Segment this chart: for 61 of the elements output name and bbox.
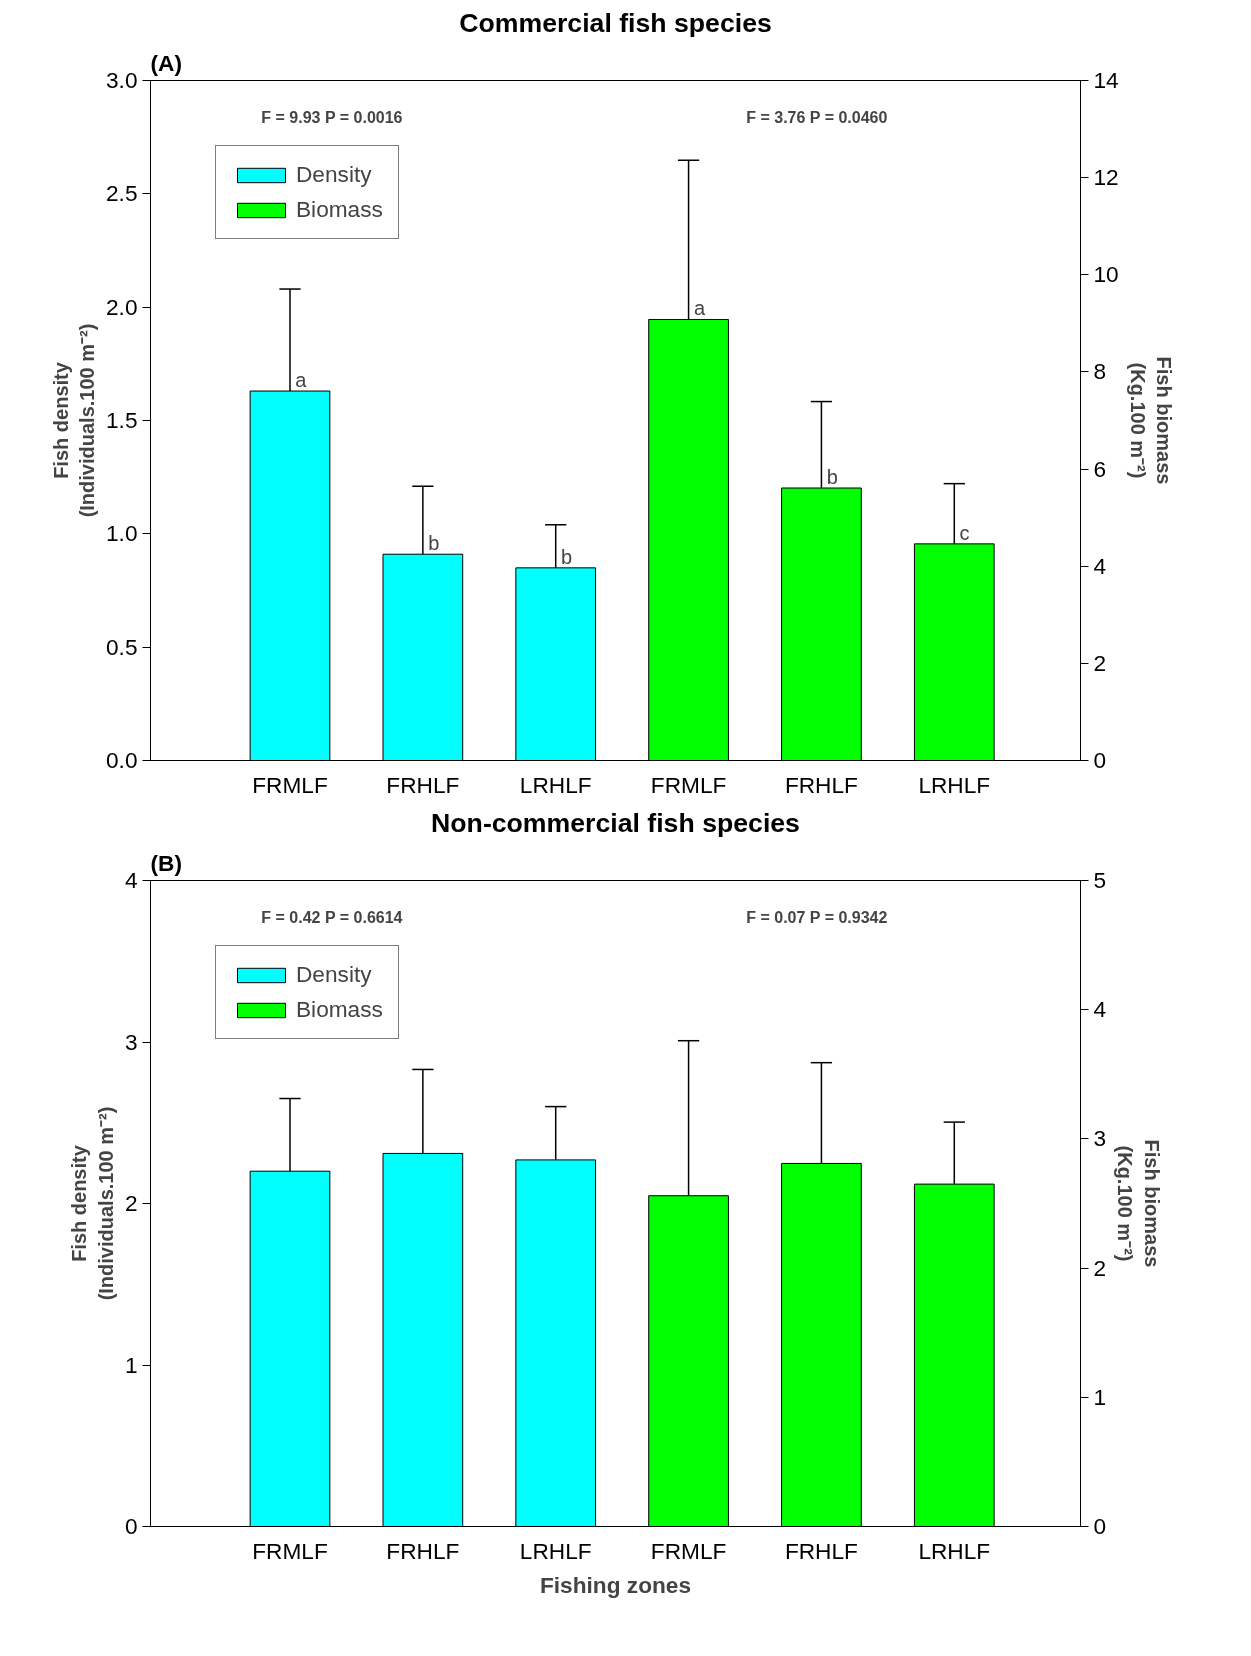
x-tick-label: FRMLF <box>650 1537 727 1564</box>
y-axis-title: Fish density (Individuals.100 m⁻²) <box>49 323 98 518</box>
data-label: b <box>561 545 573 568</box>
y-tick-label: 2.0 <box>106 293 138 320</box>
y-tick-label: 3 <box>124 1028 138 1055</box>
y-axis-title: Fish density (Individuals.100 m⁻²) <box>68 1106 117 1301</box>
y2-tick-label: 5 <box>1093 867 1107 893</box>
x-tick-label: FRHLF <box>784 1537 858 1564</box>
y2-tick-label: 14 <box>1093 67 1119 93</box>
y-tick-label: 2.5 <box>106 180 138 207</box>
y2-tick-label: 1 <box>1093 1383 1107 1410</box>
y-tick-label: 1.5 <box>106 407 138 433</box>
annotation: F = 9.93 P = 0.0016 <box>261 108 403 126</box>
x-tick-label: LRHLF <box>519 771 592 798</box>
y2-tick-label: 4 <box>1093 996 1107 1023</box>
annotation: F = 0.42 P = 0.6614 <box>261 908 403 926</box>
x-tick-label: FRMLF <box>252 1537 328 1564</box>
x-tick-label: FRHLF <box>784 771 858 798</box>
data-label: c <box>959 521 970 544</box>
x-tick-label: FRMLF <box>252 771 328 798</box>
chart-title: Commercial fish species <box>459 7 772 38</box>
legend-label: Biomass <box>296 996 383 1023</box>
y2-tick-label: 10 <box>1093 261 1119 288</box>
y2-tick-label: 0 <box>1093 747 1107 773</box>
y2-tick-label: 2 <box>1093 649 1107 676</box>
x-tick-label: LRHLF <box>519 1537 592 1564</box>
y-tick-label: 1 <box>124 1351 138 1378</box>
legend-label: Biomass <box>296 196 383 223</box>
data-label: a <box>693 297 706 320</box>
y2-tick-label: 0 <box>1093 1513 1107 1539</box>
annotation: F = 3.76 P = 0.0460 <box>746 108 888 126</box>
y2-tick-label: 12 <box>1093 164 1119 191</box>
text: (A) <box>150 49 182 76</box>
y-tick-label: 0.0 <box>106 747 138 773</box>
x-tick-label: LRHLF <box>918 1537 991 1564</box>
y-tick-label: 0.5 <box>106 633 138 660</box>
y2-tick-label: 8 <box>1093 358 1107 385</box>
y-tick-label: 2 <box>124 1190 138 1216</box>
chart-title: Non-commercial fish species <box>431 807 800 838</box>
y2-axis-title: Fish biomass (Kg.100 m⁻²) <box>1114 1139 1163 1268</box>
y-tick-label: 4 <box>124 867 138 893</box>
y2-tick-label: 4 <box>1093 552 1107 579</box>
y-tick-label: 0 <box>124 1513 138 1539</box>
text: (B) <box>150 849 182 876</box>
y-tick-label: 1.0 <box>106 520 138 547</box>
data-label: b <box>826 466 838 489</box>
x-tick-label: LRHLF <box>918 771 991 798</box>
legend-label: Density <box>296 161 372 188</box>
data-label: a <box>295 369 308 392</box>
y2-tick-label: 3 <box>1093 1125 1107 1152</box>
x-tick-label: FRMLF <box>650 771 727 798</box>
annotation: F = 0.07 P = 0.9342 <box>746 908 888 926</box>
y2-tick-label: 6 <box>1093 455 1107 482</box>
y2-axis-title: Fish biomass (Kg.100 m⁻²) <box>1126 356 1176 485</box>
x-axis-title: Fishing zones <box>539 1571 692 1598</box>
y2-tick-label: 2 <box>1093 1254 1107 1281</box>
legend-label: Density <box>296 961 372 988</box>
y-tick-label: 3.0 <box>106 67 138 93</box>
x-tick-label: FRHLF <box>386 1537 460 1564</box>
x-tick-label: FRHLF <box>386 771 460 798</box>
data-label: b <box>428 532 440 555</box>
